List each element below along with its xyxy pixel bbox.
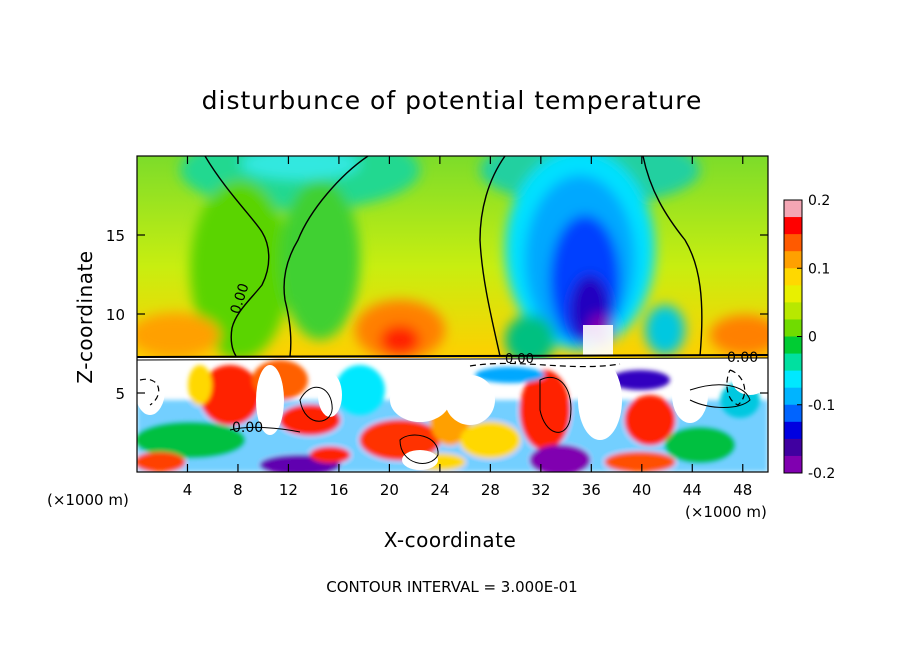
x-tick-label: 36 [582,481,601,499]
colorbar-swatch [784,353,802,372]
x-tick-label: 44 [683,481,702,499]
y-axis-label: Z-coordinate [73,250,97,384]
x-tick-label: 20 [380,481,399,499]
colorbar-swatch [784,421,802,440]
colorbar-swatch [784,268,802,286]
lower-white-areas [137,360,768,470]
colorbar-tick-label: -0.1 [808,398,835,414]
colorbar-swatch [784,404,802,423]
x-tick-label: 32 [531,481,550,499]
x-tick-label: 40 [632,481,651,499]
contour-label: 0.00 [505,352,534,367]
colorbar-tick-label: 0.2 [808,193,830,209]
y-tick-label: 5 [115,385,125,403]
chart-title: disturbunce of potential temperature [201,86,703,115]
x-axis: 4 8 12 16 20 24 28 32 36 40 44 48 [183,156,752,499]
upper-field-blobs [137,156,768,365]
x-tick-label: 12 [279,481,298,499]
contour-interval-note: CONTOUR INTERVAL = 3.000E-01 [326,578,578,596]
colorbar-swatch [784,217,802,235]
x-tick-label: 16 [329,481,348,499]
colorbar-swatch [784,370,802,389]
x-tick-label: 4 [183,481,193,499]
x-axis-label: X-coordinate [383,528,517,552]
plot-area: 0.00 0.00 0.00 0.00 [137,156,768,472]
colorbar-swatch [784,200,802,218]
contour-label: 0.00 [232,420,263,436]
colorbar-swatch [784,285,802,303]
y-axis: 5 10 15 [106,227,768,403]
colorbar-swatch [784,302,802,320]
x-tick-label: 24 [430,481,449,499]
y-tick-label: 15 [106,227,125,245]
contour-labels: 0.00 0.00 0.00 0.00 [228,281,758,436]
contour-lines [137,156,768,464]
colorbar: 0.2 0.1 0 -0.1 -0.2 [783,193,835,482]
colorbar-tick-label: -0.2 [808,466,835,482]
colorbar-swatch [784,234,802,252]
colorbar-swatch [784,319,802,337]
colorbar-tick-label: 0.1 [808,261,830,277]
colorbar-swatch [784,251,802,269]
x-unit-label-left: (×1000 m) [47,491,129,509]
colorbar-swatch [784,438,802,457]
upper-white-patch [583,325,613,355]
colorbar-swatch [784,336,802,355]
y-tick-label: 10 [106,306,125,324]
colorbar-swatch [784,455,802,474]
colorbar-tick-label: 0 [808,330,817,346]
x-unit-label-right: (×1000 m) [685,503,767,521]
x-tick-label: 48 [733,481,752,499]
contour-label: 0.00 [727,350,758,366]
x-tick-label: 8 [233,481,243,499]
colorbar-swatch [784,387,802,406]
x-tick-label: 28 [481,481,500,499]
